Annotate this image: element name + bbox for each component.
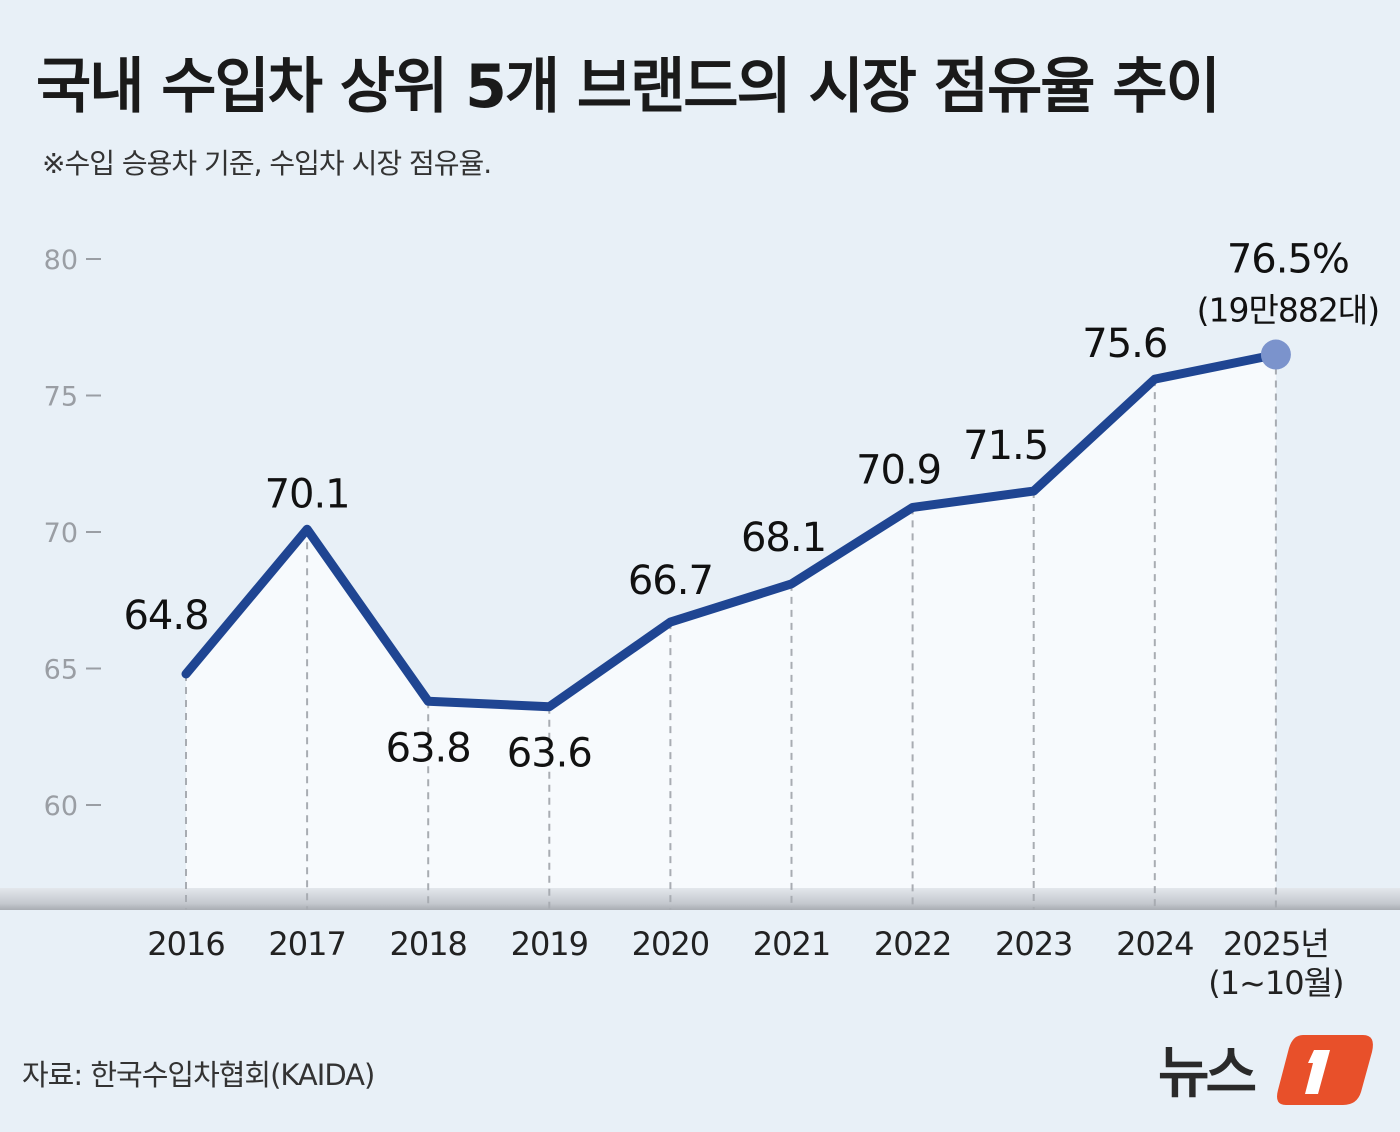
chart-title: 국내 수입차 상위 5개 브랜드의 시장 점유율 추이 bbox=[36, 52, 1221, 122]
data-label: 76.5% bbox=[1227, 237, 1349, 283]
x-axis-bar bbox=[0, 888, 1400, 910]
data-label: 63.8 bbox=[386, 725, 471, 771]
y-tick-label: 75 bbox=[44, 382, 78, 413]
series-line bbox=[181, 350, 1281, 712]
x-tick-label: 2025년 bbox=[1223, 925, 1329, 963]
logo-text: 뉴스 bbox=[1158, 1041, 1256, 1106]
news1-logo: 뉴스 bbox=[1158, 1030, 1378, 1110]
data-label: 68.1 bbox=[741, 515, 826, 561]
x-tick-label: 2019 bbox=[511, 925, 588, 963]
area-fill bbox=[186, 354, 1276, 888]
data-label: 70.9 bbox=[856, 447, 941, 493]
x-tick-sublabel: (1~10월) bbox=[1208, 964, 1343, 1002]
data-label: 66.7 bbox=[628, 558, 713, 604]
data-point-highlight bbox=[1260, 339, 1291, 370]
y-tick-label: 70 bbox=[44, 518, 78, 549]
last-point-note: (19만882대) bbox=[1197, 291, 1379, 330]
data-label: 75.6 bbox=[1082, 321, 1167, 367]
x-tick-label: 2016 bbox=[147, 925, 224, 963]
y-tick-label: 65 bbox=[44, 655, 78, 686]
x-tick-label: 2023 bbox=[995, 925, 1072, 963]
data-label: 64.8 bbox=[123, 593, 208, 639]
data-label: 70.1 bbox=[265, 471, 350, 517]
x-tick-label: 2018 bbox=[389, 925, 466, 963]
y-tick-label: 60 bbox=[44, 791, 78, 822]
x-tick-label: 2022 bbox=[874, 925, 951, 963]
logo-one bbox=[1305, 1050, 1330, 1094]
data-label: 71.5 bbox=[963, 423, 1048, 469]
data-label: 63.6 bbox=[507, 731, 592, 777]
x-tick-label: 2020 bbox=[632, 925, 709, 963]
logo-mark bbox=[1277, 1035, 1373, 1105]
source-note: 자료: 한국수입차협회(KAIDA) bbox=[22, 1058, 375, 1092]
y-tick-label: 80 bbox=[44, 245, 78, 276]
logo-graphic: 뉴스 bbox=[1158, 1035, 1373, 1106]
x-tick-label: 2017 bbox=[268, 925, 345, 963]
x-tick-label: 2021 bbox=[753, 925, 830, 963]
chart-subtitle: ※수입 승용차 기준, 수입차 시장 점유율. bbox=[42, 147, 492, 180]
x-tick-label: 2024 bbox=[1116, 925, 1193, 963]
